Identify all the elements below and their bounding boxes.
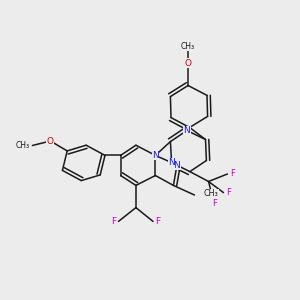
Text: F: F — [230, 169, 235, 178]
Text: F: F — [226, 188, 231, 197]
Text: O: O — [47, 136, 54, 146]
Text: N: N — [184, 126, 190, 135]
Text: N: N — [168, 158, 175, 167]
Text: F: F — [111, 217, 117, 226]
Text: N: N — [174, 160, 180, 169]
Text: CH₃: CH₃ — [15, 141, 29, 150]
Text: N: N — [152, 151, 159, 160]
Text: O: O — [184, 58, 192, 68]
Text: CH₃: CH₃ — [181, 42, 195, 51]
Text: F: F — [155, 217, 160, 226]
Text: CH₃: CH₃ — [203, 189, 218, 198]
Text: F: F — [212, 199, 217, 208]
